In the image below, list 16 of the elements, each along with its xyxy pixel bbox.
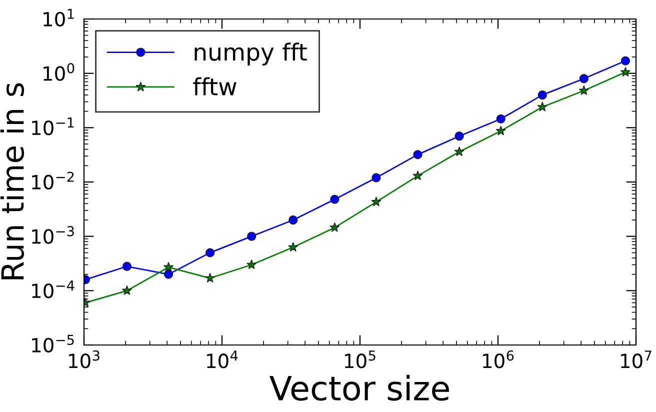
y-tick-label: 10$^{−3}$ — [32, 226, 74, 244]
x-tick-label: 10$^{6}$ — [483, 350, 514, 368]
x-tick-label: 10$^{3}$ — [69, 350, 100, 368]
y-tick-label: 10$^{0}$ — [44, 63, 74, 81]
y-tick-label: 10$^{−2}$ — [32, 172, 74, 190]
y-tick-label: 10$^{−1}$ — [32, 118, 74, 136]
y-tick-label: 10$^{1}$ — [44, 8, 74, 27]
legend-label: numpy fft — [194, 42, 307, 66]
x-axis-title: Vector size — [270, 374, 449, 401]
y-tick-label: 10$^{−4}$ — [32, 280, 74, 298]
y-axis-title: Run time in s — [0, 83, 24, 280]
legend-label: fftw — [193, 77, 236, 96]
x-tick-label: 10$^{7}$ — [621, 350, 652, 368]
y-tick-label: 10$^{−5}$ — [32, 334, 74, 353]
x-tick-label: 10$^{5}$ — [345, 350, 376, 368]
x-tick-label: 10$^{4}$ — [207, 350, 238, 368]
